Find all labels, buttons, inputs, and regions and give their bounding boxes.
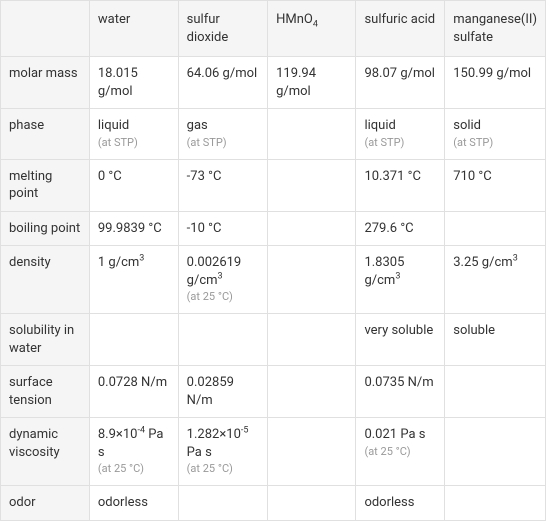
- cell-sol-hmno4: [268, 314, 356, 366]
- header-sulfur-dioxide: sulfur dioxide: [178, 1, 267, 57]
- cell-dv-hmno4: [268, 418, 356, 486]
- cell-phase-h2so4: liquid (at STP): [356, 109, 445, 159]
- cell-st-so2: 0.02859 N/m: [178, 366, 267, 418]
- row-solubility: solubility in water very soluble soluble: [1, 314, 546, 366]
- label-molar-mass: molar mass: [1, 57, 90, 109]
- cell-molar-mass-so2: 64.06 g/mol: [178, 57, 267, 109]
- row-phase: phase liquid (at STP) gas (at STP) liquid (…: [1, 109, 546, 159]
- cell-dv-h2so4: 0.021 Pa s (at 25 °C): [356, 418, 445, 486]
- dv-h2so4-note: (at 25 °C): [364, 445, 436, 460]
- cell-molar-mass-mnso4: 150.99 g/mol: [445, 57, 546, 109]
- density-so2-value: 0.002619 g/cm3: [187, 255, 242, 288]
- cell-density-mnso4: 3.25 g/cm3: [445, 246, 546, 314]
- cell-mp-hmno4: [268, 159, 356, 211]
- cell-molar-mass-water: 18.015 g/mol: [89, 57, 178, 109]
- cell-odor-so2: [178, 486, 267, 521]
- phase-so2-note: (at STP): [187, 136, 259, 151]
- cell-st-water: 0.0728 N/m: [89, 366, 178, 418]
- row-boiling-point: boiling point 99.9839 °C -10 °C 279.6 °C: [1, 211, 546, 246]
- cell-dv-so2: 1.282×10-5 Pa s (at 25 °C): [178, 418, 267, 486]
- cell-mp-h2so4: 10.371 °C: [356, 159, 445, 211]
- dv-water-value: 8.9×10-4 Pa s: [98, 427, 164, 460]
- cell-st-mnso4: [445, 366, 546, 418]
- cell-density-so2: 0.002619 g/cm3 (at 25 °C): [178, 246, 267, 314]
- header-hmno4: HMnO4: [268, 1, 356, 57]
- cell-phase-hmno4: [268, 109, 356, 159]
- label-density: density: [1, 246, 90, 314]
- cell-sol-water: [89, 314, 178, 366]
- label-phase: phase: [1, 109, 90, 159]
- cell-st-hmno4: [268, 366, 356, 418]
- row-surface-tension: surface tension 0.0728 N/m 0.02859 N/m 0…: [1, 366, 546, 418]
- cell-bp-water: 99.9839 °C: [89, 211, 178, 246]
- cell-dv-mnso4: [445, 418, 546, 486]
- label-solubility: solubility in water: [1, 314, 90, 366]
- cell-phase-water: liquid (at STP): [89, 109, 178, 159]
- row-molar-mass: molar mass 18.015 g/mol 64.06 g/mol 119.…: [1, 57, 546, 109]
- properties-table: water sulfur dioxide HMnO4 sulfuric acid…: [0, 0, 546, 521]
- cell-sol-h2so4: very soluble: [356, 314, 445, 366]
- phase-so2-value: gas: [187, 118, 208, 133]
- cell-molar-mass-hmno4: 119.94 g/mol: [268, 57, 356, 109]
- cell-odor-mnso4: [445, 486, 546, 521]
- cell-density-hmno4: [268, 246, 356, 314]
- dv-so2-note: (at 25 °C): [187, 462, 259, 477]
- phase-h2so4-note: (at STP): [364, 136, 436, 151]
- label-melting-point: melting point: [1, 159, 90, 211]
- cell-density-water: 1 g/cm3: [89, 246, 178, 314]
- phase-h2so4-value: liquid: [364, 118, 395, 133]
- label-dynamic-viscosity: dynamic viscosity: [1, 418, 90, 486]
- cell-phase-mnso4: solid (at STP): [445, 109, 546, 159]
- row-melting-point: melting point 0 °C -73 °C 10.371 °C 710 …: [1, 159, 546, 211]
- cell-mp-so2: -73 °C: [178, 159, 267, 211]
- cell-density-h2so4: 1.8305 g/cm3: [356, 246, 445, 314]
- header-blank: [1, 1, 90, 57]
- phase-water-value: liquid: [98, 118, 129, 133]
- label-boiling-point: boiling point: [1, 211, 90, 246]
- cell-bp-mnso4: [445, 211, 546, 246]
- cell-mp-mnso4: 710 °C: [445, 159, 546, 211]
- cell-odor-hmno4: [268, 486, 356, 521]
- phase-water-note: (at STP): [98, 136, 170, 151]
- header-sulfuric-acid: sulfuric acid: [356, 1, 445, 57]
- cell-mp-water: 0 °C: [89, 159, 178, 211]
- header-manganese-sulfate: manganese(II) sulfate: [445, 1, 546, 57]
- cell-odor-h2so4: odorless: [356, 486, 445, 521]
- header-row: water sulfur dioxide HMnO4 sulfuric acid…: [1, 1, 546, 57]
- cell-bp-h2so4: 279.6 °C: [356, 211, 445, 246]
- cell-phase-so2: gas (at STP): [178, 109, 267, 159]
- phase-mnso4-note: (at STP): [453, 136, 537, 151]
- cell-sol-mnso4: soluble: [445, 314, 546, 366]
- cell-odor-water: odorless: [89, 486, 178, 521]
- row-odor: odor odorless odorless: [1, 486, 546, 521]
- cell-st-h2so4: 0.0735 N/m: [356, 366, 445, 418]
- row-density: density 1 g/cm3 0.002619 g/cm3 (at 25 °C)…: [1, 246, 546, 314]
- cell-bp-so2: -10 °C: [178, 211, 267, 246]
- row-dynamic-viscosity: dynamic viscosity 8.9×10-4 Pa s (at 25 °C…: [1, 418, 546, 486]
- cell-bp-hmno4: [268, 211, 356, 246]
- cell-dv-water: 8.9×10-4 Pa s (at 25 °C): [89, 418, 178, 486]
- dv-so2-value: 1.282×10-5 Pa s: [187, 427, 249, 460]
- density-so2-note: (at 25 °C): [187, 290, 259, 305]
- dv-water-note: (at 25 °C): [98, 462, 170, 477]
- cell-sol-so2: [178, 314, 267, 366]
- label-odor: odor: [1, 486, 90, 521]
- header-water: water: [89, 1, 178, 57]
- dv-h2so4-value: 0.021 Pa s: [364, 427, 425, 442]
- cell-molar-mass-h2so4: 98.07 g/mol: [356, 57, 445, 109]
- label-surface-tension: surface tension: [1, 366, 90, 418]
- phase-mnso4-value: solid: [453, 118, 481, 133]
